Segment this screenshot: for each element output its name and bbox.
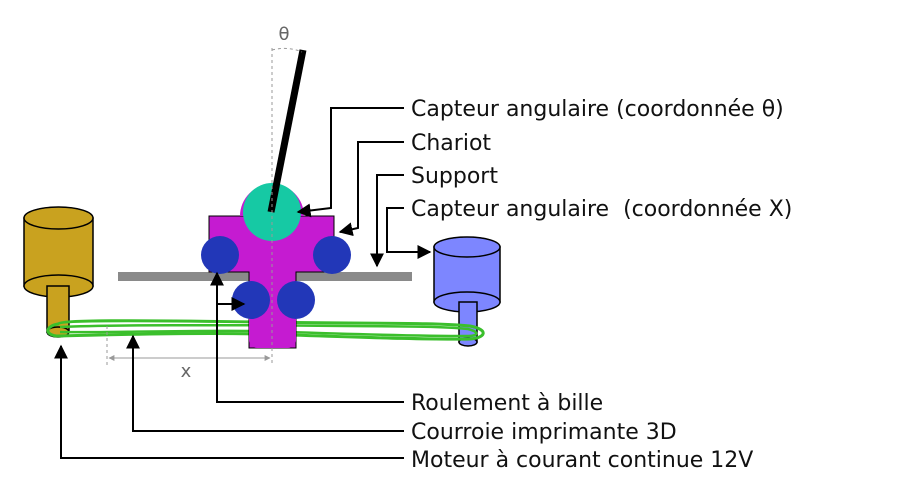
theta-label: θ <box>278 24 289 45</box>
motor-top <box>23 206 94 230</box>
angle-sensor-x <box>433 236 501 347</box>
pendulum-rod <box>267 49 307 213</box>
label-support: Support <box>411 164 498 189</box>
motor-top-hidden-edge <box>23 206 94 219</box>
label-carriage: Chariot <box>411 131 491 156</box>
theta-arc <box>271 47 303 53</box>
leader-lines <box>54 107 432 459</box>
x-label: x <box>181 361 192 382</box>
dc-motor <box>23 206 94 338</box>
theta-dimension: θ <box>271 24 303 365</box>
x-dimension: x <box>106 326 271 382</box>
leader-carriage <box>338 141 404 237</box>
belt <box>46 319 485 341</box>
leader-angle-sensor-x <box>386 207 432 259</box>
labels: Capteur angulaire (coordonnée θ) Chariot… <box>411 97 792 473</box>
label-ball-bearing: Roulement à bille <box>411 391 603 416</box>
label-angle-sensor-x: Capteur angulaire (coordonnée X) <box>411 197 792 222</box>
label-belt: Courroie imprimante 3D <box>411 420 677 445</box>
ball-bearing-bottom-right <box>277 281 315 319</box>
belt-loop-outer <box>46 319 485 341</box>
label-motor: Moteur à courant continue 12V <box>411 448 753 473</box>
ball-bearing-top-right <box>313 236 351 274</box>
leader-belt <box>126 334 404 432</box>
leader-ball-bearing <box>216 304 404 403</box>
leader-motor <box>54 344 404 459</box>
ball-bearing-top-left <box>201 236 239 274</box>
leader-angle-sensor-theta <box>296 107 404 218</box>
belt-loop-inner <box>59 323 478 338</box>
label-angle-sensor-theta: Capteur angulaire (coordonnée θ) <box>411 97 784 122</box>
leader-support <box>370 174 404 268</box>
ball-bearing-bottom-left <box>232 281 270 319</box>
sensor-x-top-hidden-edge <box>433 236 501 248</box>
